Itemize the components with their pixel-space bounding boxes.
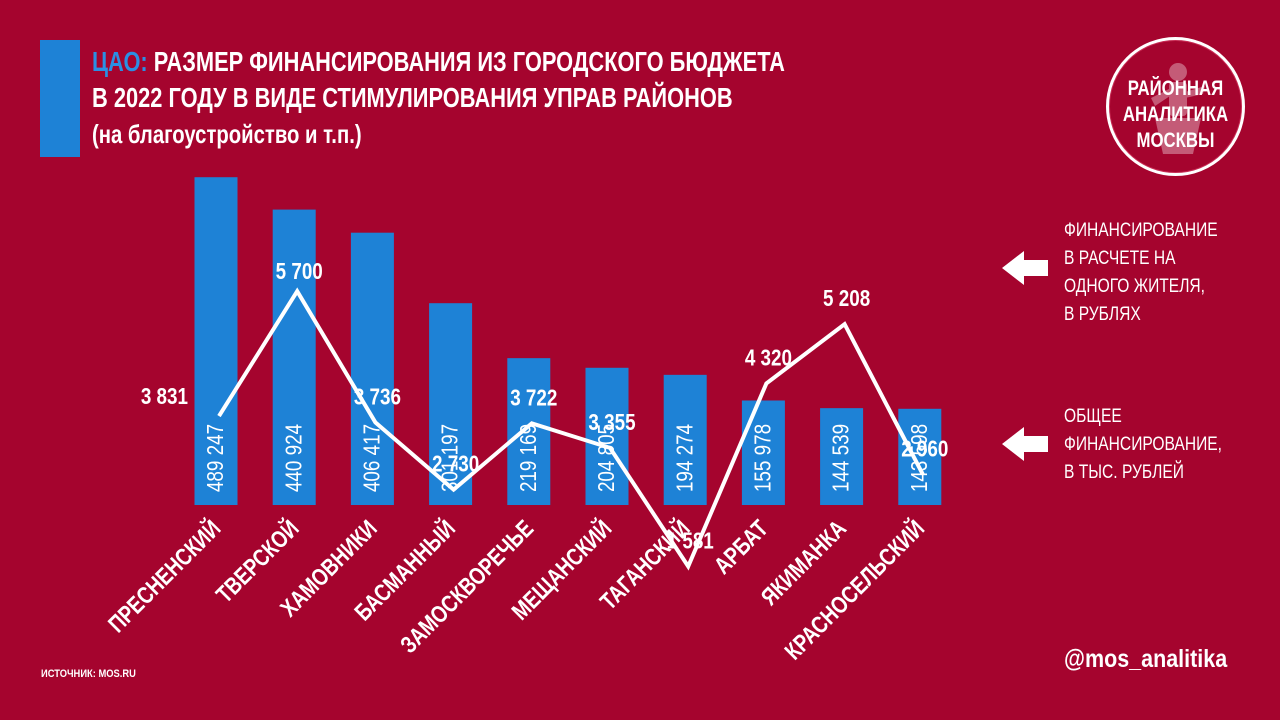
- title-line-3: (на благоустройство и т.п.): [92, 119, 362, 149]
- line-path: [217, 287, 925, 571]
- bar: [429, 303, 473, 505]
- bar-value-labels: 489 247 440 924 406 417 301 197 219 169 204 8…: [203, 424, 932, 492]
- moscow-emblem-icon: [1151, 63, 1205, 154]
- title-line-2: В 2022 ГОДУ В ВИДЕ СТИМУЛИРОВАНИЯ УПРАВ …: [92, 82, 733, 113]
- line-value-label: 1 581: [667, 529, 714, 554]
- category-label: АРБАТ: [708, 514, 773, 579]
- line-value-label: 3 355: [588, 410, 635, 435]
- logo: РАЙОННАЯ АНАЛИТИКА МОСКВЫ: [1106, 37, 1245, 176]
- category-label: КРАСНОСЕЛЬСКИЙ: [779, 514, 930, 665]
- category-label: ЗАМОСКВОРЕЧЬЕ: [394, 514, 538, 658]
- category-label: ПРЕСНЕНСКИЙ: [102, 514, 225, 637]
- bar-value-label: 144 539: [829, 424, 854, 492]
- bar: [272, 209, 316, 505]
- page-title: ЦАО: РАЗМЕР ФИНАНСИРОВАНИЯ ИЗ ГОРОДСКОГО…: [92, 44, 785, 152]
- legend-arrows: [1002, 251, 1048, 461]
- line-value-label: 2 730: [432, 452, 479, 477]
- bar: [663, 374, 707, 505]
- bar: [507, 358, 551, 505]
- title-accent-bar: [40, 40, 80, 157]
- legend-line-label: ФИНАНСИРОВАНИЕ В РАСЧЕТЕ НА ОДНОГО ЖИТЕЛ…: [1064, 220, 1218, 325]
- legend-bar-label: ОБЩЕЕ ФИНАНСИРОВАНИЕ, В ТЫС. РУБЛЕЙ: [1064, 406, 1222, 483]
- bar-value-label: 440 924: [282, 424, 307, 492]
- line-value-label: 3 722: [510, 386, 557, 411]
- line-value-label: 5 700: [276, 260, 323, 285]
- bar-value-label: 194 274: [673, 424, 698, 492]
- bar-value-label: 143 598: [907, 424, 932, 492]
- line-value-label: 2 960: [901, 437, 948, 462]
- category-labels: ПРЕСНЕНСКИЙТВЕРСКОЙХАМОВНИКИБАСМАННЫЙЗАМ…: [102, 514, 929, 665]
- bar-value-label: 155 978: [751, 424, 776, 492]
- bar: [585, 367, 629, 505]
- title-region: ЦАО:: [92, 46, 148, 77]
- logo-text: РАЙОННАЯ АНАЛИТИКА МОСКВЫ: [1122, 77, 1229, 152]
- line-value-labels: 3 831 5 700 3 736 2 730 3 722 3 355 1 581 4 320…: [141, 260, 949, 554]
- line-value-label: 3 831: [141, 384, 188, 409]
- title-line-1: РАЗМЕР ФИНАНСИРОВАНИЯ ИЗ ГОРОДСКОГО БЮДЖ…: [153, 46, 785, 77]
- line-value-label: 4 320: [745, 346, 792, 371]
- bar: [898, 408, 942, 505]
- bar-value-label: 489 247: [203, 424, 228, 492]
- bar: [350, 232, 394, 505]
- bar: [194, 177, 238, 505]
- bar: [820, 408, 864, 505]
- bar-series: [194, 177, 942, 505]
- arrow-left-icon: [1002, 427, 1048, 461]
- line-series: [217, 287, 925, 571]
- bar-value-label: 406 417: [360, 424, 385, 492]
- line-value-label: 5 208: [823, 286, 870, 311]
- arrow-left-icon: [1002, 251, 1048, 285]
- social-handle: @mos_analitika: [1064, 645, 1228, 673]
- bar: [741, 400, 785, 505]
- line-value-label: 3 736: [354, 385, 401, 410]
- source-note: ИСТОЧНИК: MOS.RU: [41, 668, 136, 680]
